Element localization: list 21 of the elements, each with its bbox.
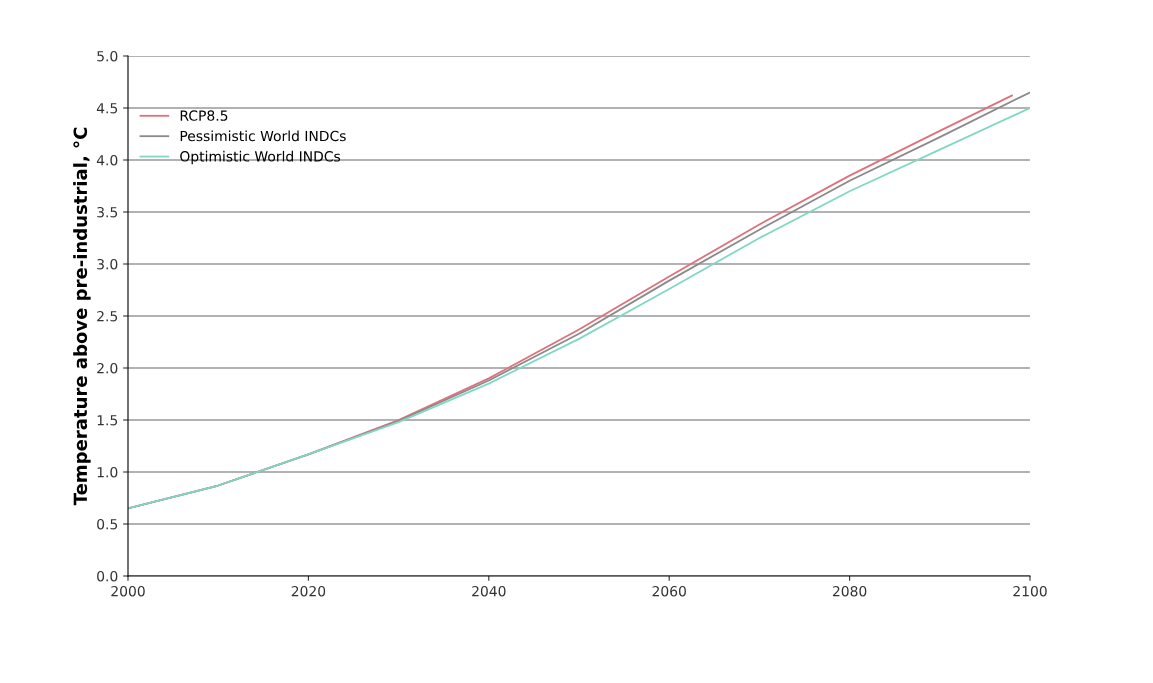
legend-label: Optimistic World INDCs [180, 150, 341, 165]
y-tick-label: 4.5 [96, 103, 118, 114]
y-tick-label: 3.0 [97, 258, 118, 270]
y-tick-label: 3.5 [97, 206, 118, 218]
y-tick-label: 2.0 [97, 362, 118, 374]
y-tick-label: 1.0 [97, 466, 118, 478]
y-tick-label: 4.0 [96, 154, 118, 166]
legend-label: RCP8.5 [180, 110, 228, 121]
x-tick-label: 2060 [652, 585, 686, 597]
x-tick-label: 2020 [291, 585, 326, 597]
y-tick-label: 5.0 [97, 50, 118, 62]
y-tick-label: 1.5 [97, 415, 118, 426]
y-tick-label: 0.0 [97, 570, 118, 582]
x-tick-label: 2040 [472, 585, 506, 597]
legend-label: Pessimistic World INDCs [180, 130, 346, 142]
x-tick-label: 2080 [832, 585, 867, 597]
x-tick-label: 2100 [1013, 585, 1047, 597]
y-tick-label: 0.5 [97, 518, 118, 530]
y-axis-title: Temperature above pre-industrial, °C [73, 127, 91, 506]
y-tick-label: 2.5 [97, 310, 118, 322]
x-tick-label: 2000 [111, 585, 145, 597]
